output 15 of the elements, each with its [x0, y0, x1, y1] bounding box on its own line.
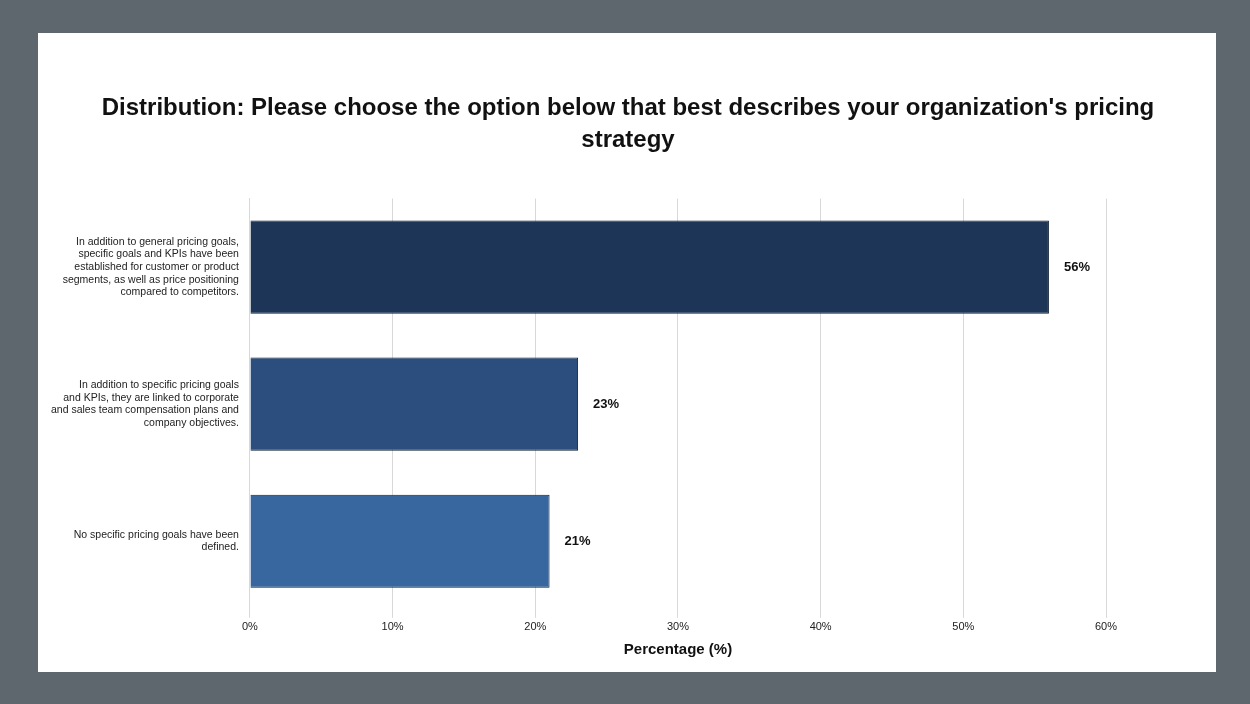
data-label: 23%: [593, 395, 620, 411]
x-axis-title: Percentage (%): [623, 640, 733, 658]
x-tick-label: 10%: [381, 620, 404, 633]
x-tick-label: 50%: [952, 620, 975, 633]
y-tick-label: No specific pricing goals have been defined.: [73, 527, 240, 553]
x-tick-label: 60%: [1094, 620, 1118, 633]
x-tick-label: 0%: [242, 620, 259, 633]
chart-title: Distribution: Please choose the option below that best describes your organization's pricing strategy: [100, 92, 1156, 154]
data-label: 56%: [1063, 258, 1091, 274]
x-tick-label: 30%: [666, 620, 690, 633]
data-label: 21%: [564, 532, 592, 548]
x-tick-label: 40%: [809, 620, 832, 633]
y-tick-label: In addition to specific pricing goals and KPIs, they are linked to corporate and sales team compensation plans and company objectives.: [50, 378, 240, 428]
x-tick-label: 20%: [524, 620, 547, 633]
y-tick-label: In addition to general pricing goals, specific goals and KPIs have been established for customer or product segments, as well as price positioning compared to competitors.: [62, 234, 240, 298]
